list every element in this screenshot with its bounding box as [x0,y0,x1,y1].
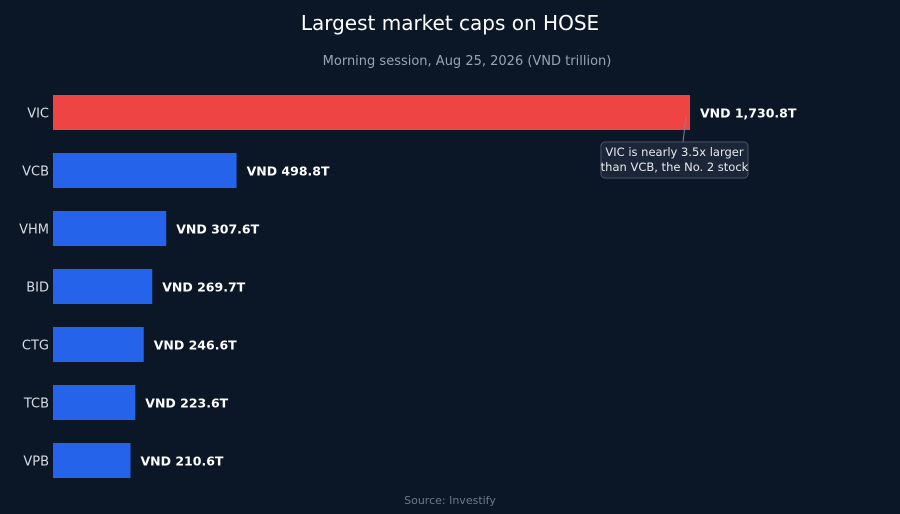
category-label: BID [26,281,49,296]
bar [53,211,167,246]
value-label: VND 1,730.8T [700,106,797,121]
chart-source: Source: Investify [404,494,496,507]
category-label: VHM [19,223,49,238]
category-label: VPB [23,455,49,470]
annotation-line-1: VIC is nearly 3.5x larger [605,145,743,159]
value-label: VND 307.6T [176,222,259,237]
annotation-box [600,141,749,179]
value-label: VND 498.8T [247,164,330,179]
annotation-group: VIC is nearly 3.5x larger than VCB, the … [600,116,749,179]
value-label: VND 223.6T [145,396,228,411]
category-label: TCB [23,397,49,412]
bars-group: VIC VND 1,730.8T VCB VND 498.8T VHM VND 307.6… [19,95,797,478]
value-label: VND 269.7T [162,280,245,295]
bar [53,269,153,304]
annotation-pointer [682,116,687,143]
category-label: VIC [27,107,49,122]
annotation-line-2: than VCB, the No. 2 stock [601,160,749,174]
bar [53,443,131,478]
bar [53,327,144,362]
bar [53,153,237,188]
bar [53,95,690,130]
chart-title: Largest market caps on HOSE [301,11,599,35]
value-label: VND 210.6T [141,454,224,469]
category-label: VCB [22,165,49,180]
chart-subtitle: Morning session, Aug 25, 2026 (VND trill… [323,54,612,69]
value-label: VND 246.6T [154,338,237,353]
category-label: CTG [22,339,49,354]
bar [53,385,136,420]
